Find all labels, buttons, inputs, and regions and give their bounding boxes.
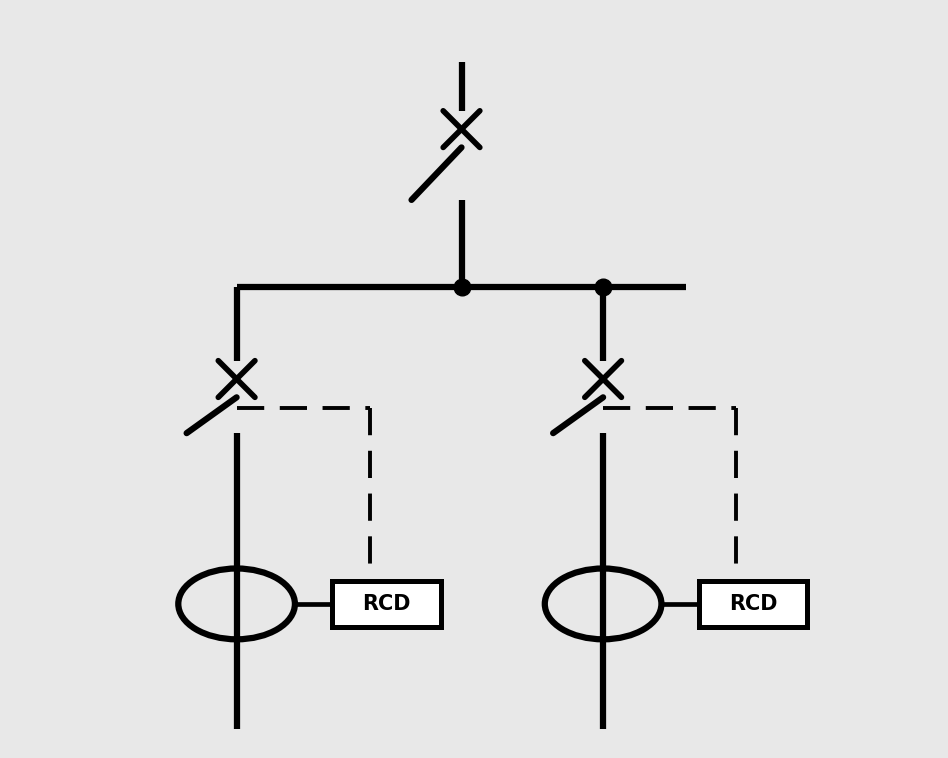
FancyBboxPatch shape [333, 581, 441, 627]
Text: RCD: RCD [729, 594, 777, 614]
Text: RCD: RCD [362, 594, 410, 614]
FancyBboxPatch shape [699, 581, 807, 627]
